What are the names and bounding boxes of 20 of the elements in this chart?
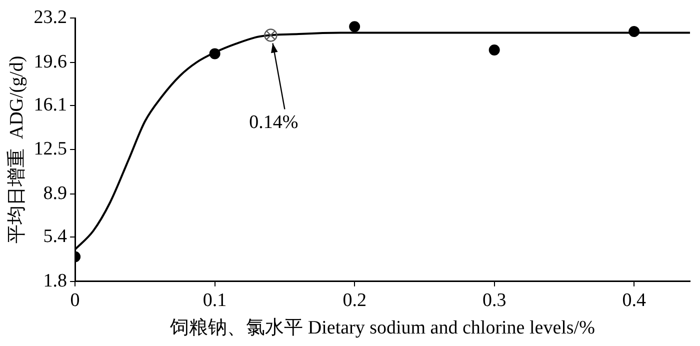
y-tick-label: 5.4: [43, 226, 68, 248]
point: [209, 48, 220, 60]
annotation: 0.14%: [249, 112, 298, 134]
point: [349, 21, 360, 32]
x-tick-label: 0.1: [202, 290, 227, 311]
point: [488, 44, 500, 56]
y-axis-title: 平均日增重 ADG/(g/d): [6, 56, 28, 244]
y-tick-label: 12.5: [34, 138, 68, 160]
y-tick-label: 1.8: [43, 270, 68, 292]
x-tick-label: 0.4: [622, 290, 646, 311]
x-tick-label: 0.2: [342, 290, 366, 311]
x-axis-title: 饲粮钠、氯水平 Dietary sodium and chlorine levels/%: [169, 318, 596, 339]
point: [264, 28, 278, 42]
y-tick-label: 8.9: [43, 182, 68, 204]
y-tick-label: 23.2: [34, 6, 68, 28]
x-tick-label: 0: [70, 290, 80, 311]
y-tick-label: 16.1: [34, 94, 68, 116]
point: [628, 26, 640, 38]
x-tick-label: 0.3: [482, 290, 506, 311]
y-tick-label: 19.6: [34, 51, 68, 72]
